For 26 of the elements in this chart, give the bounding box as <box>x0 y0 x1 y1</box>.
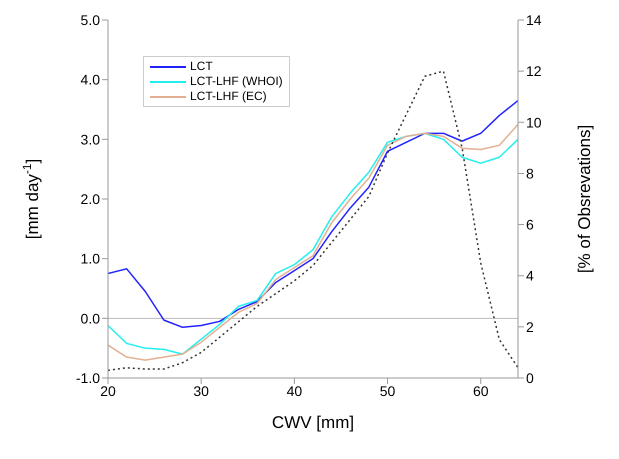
x-tick-label: 40 <box>286 382 302 399</box>
y-tick-label: 4.0 <box>80 72 100 88</box>
line-series <box>108 70 518 372</box>
x-tick-label: 50 <box>380 382 396 399</box>
x-tick-label: 60 <box>472 382 489 399</box>
y2-tick-label: 14 <box>526 12 542 28</box>
y-tick-label: 3.0 <box>80 131 100 148</box>
x-tick-label: 20 <box>100 382 116 399</box>
y2-tick-label: 0 <box>526 370 534 386</box>
y2-tick-label: 2 <box>526 318 534 335</box>
y2-axis-title: [% of Obsrevations] <box>575 124 594 274</box>
y-tick-label: 2.0 <box>80 190 100 207</box>
legend-label: LCT-LHF (WHOI) <box>190 74 283 89</box>
y2-tick-label: 10 <box>526 114 542 130</box>
y-tick-label: -1.0 <box>76 370 100 386</box>
y-tick-label: 1.0 <box>80 250 100 267</box>
y-tick-label: 5.0 <box>80 12 100 28</box>
y2-tick-label: 4 <box>526 268 534 284</box>
y2-tick-label: 12 <box>526 63 542 80</box>
y-tick-label: 0.0 <box>80 310 100 326</box>
legend-label: LCT <box>190 59 213 74</box>
y2-tick-label: 8 <box>526 165 534 182</box>
x-axis-title: CWV [mm] <box>272 413 354 432</box>
legend-label: LCT-LHF (EC) <box>190 89 267 104</box>
x-tick-label: 30 <box>193 382 210 399</box>
y2-tick-label: 6 <box>526 216 534 233</box>
